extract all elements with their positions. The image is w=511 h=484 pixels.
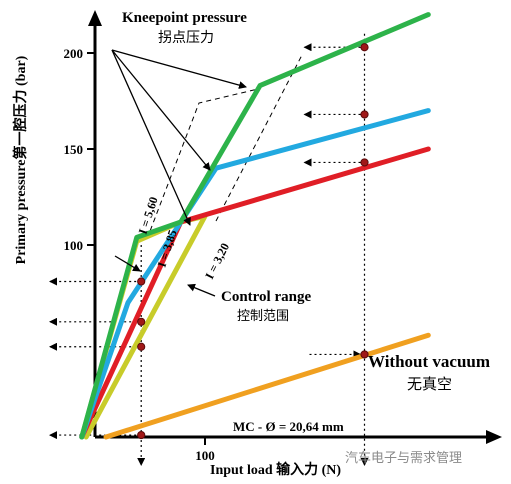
kneepoint-pointer-1	[111, 49, 191, 226]
y-tick-label-100: 100	[64, 238, 84, 253]
series-line-4	[103, 332, 431, 440]
data-dot-6	[360, 158, 369, 167]
y-tick-label-200: 200	[64, 46, 84, 61]
low-pointer	[114, 255, 141, 272]
series-line-0	[79, 12, 431, 440]
watermark: 汽车电子与需求管理	[345, 450, 462, 466]
without-vacuum-title-cn: 无真空	[407, 375, 452, 393]
y-tick-label-150: 150	[64, 142, 84, 157]
y-ticks: 100 150 200	[64, 46, 95, 253]
slope-label-3: I = 3,20	[202, 241, 232, 282]
mc-label: MC - Ø = 20,64 mm	[233, 419, 344, 434]
kneepoint-pointer-2	[111, 49, 211, 171]
kneepoint-title: Kneepoint pressure	[122, 10, 247, 26]
dashed-line-2	[215, 54, 303, 222]
data-dot-5	[360, 110, 369, 119]
y-axis-title: Primary pressure第一腔压力 (bar)	[12, 55, 29, 264]
data-dot-1	[137, 317, 146, 326]
data-dot-7	[360, 350, 369, 359]
kneepoint-dashed-lines	[146, 54, 303, 240]
data-dots	[137, 43, 369, 440]
data-dot-0	[137, 277, 146, 286]
dashed-line-1	[146, 88, 259, 240]
control-range-pointer	[187, 283, 216, 297]
series-lines	[79, 12, 431, 440]
series-line-3	[79, 213, 208, 440]
kneepoint-pointer-3	[111, 49, 247, 89]
without-vacuum-title: Without vacuum	[368, 352, 490, 371]
y-axis-arrowhead	[88, 10, 102, 26]
data-dot-2	[137, 342, 146, 351]
annotation-pointers	[111, 49, 247, 297]
x-axis-arrowhead	[486, 430, 502, 444]
x-axis-title: Input load 输入力 (N)	[210, 461, 341, 478]
axes	[88, 10, 502, 444]
control-range-title: Control range	[221, 289, 311, 305]
x-ticks: 100	[195, 437, 215, 463]
x-tick-label-100: 100	[195, 448, 215, 463]
data-dot-4	[360, 43, 369, 52]
control-range-title-cn: 控制范围	[237, 309, 289, 324]
data-dot-3	[137, 430, 146, 440]
kneepoint-title-cn: 拐点压力	[158, 30, 214, 46]
